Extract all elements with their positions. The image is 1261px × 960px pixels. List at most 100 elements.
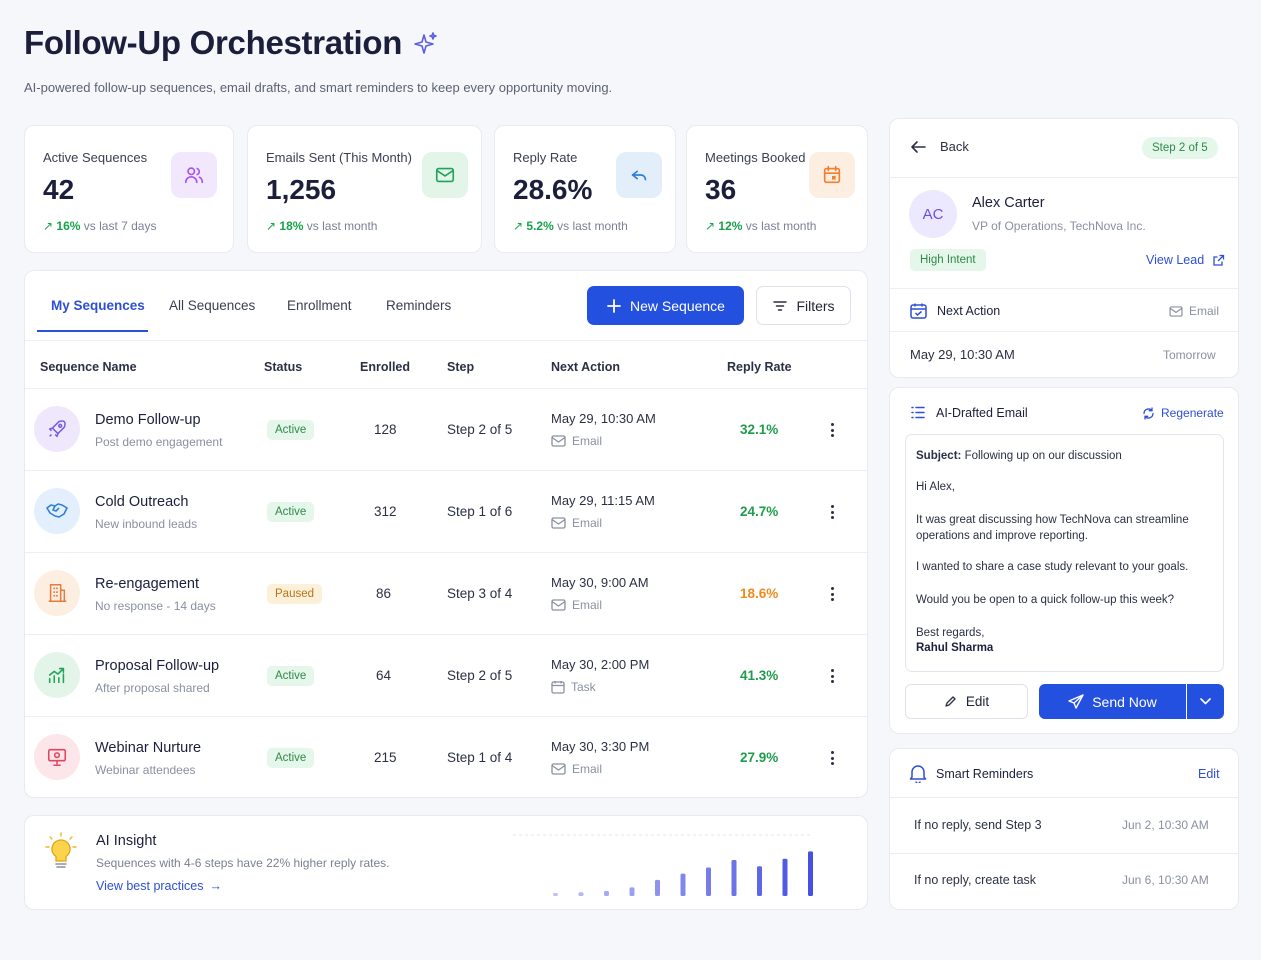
edit-reminders-link[interactable]: Edit bbox=[1198, 767, 1220, 781]
email-paragraph: It was great discussing how TechNova can… bbox=[916, 514, 1189, 542]
sequence-description: New inbound leads bbox=[95, 517, 198, 531]
reply-icon bbox=[616, 152, 662, 198]
insight-bar bbox=[731, 860, 737, 896]
send-now-button[interactable]: Send Now bbox=[1039, 684, 1186, 719]
insight-bar bbox=[578, 892, 584, 896]
reminder-date: Jun 2, 10:30 AM bbox=[1122, 818, 1209, 832]
mail-icon bbox=[551, 435, 566, 447]
column-header-enrolled[interactable]: Enrolled bbox=[360, 360, 411, 374]
more-options-icon[interactable] bbox=[826, 585, 838, 603]
ai-drafted-email-label: AI-Drafted Email bbox=[936, 406, 1028, 420]
more-options-icon[interactable] bbox=[826, 749, 838, 767]
sequence-description: Webinar attendees bbox=[95, 763, 196, 777]
filters-label: Filters bbox=[796, 297, 835, 314]
arrow-left-icon bbox=[911, 140, 926, 153]
next-action-channel: Email bbox=[1169, 304, 1219, 318]
more-options-icon[interactable] bbox=[826, 667, 838, 685]
insight-bar bbox=[655, 879, 660, 896]
tab-reminders[interactable]: Reminders bbox=[386, 298, 452, 313]
stat-delta: ↗ 5.2% vs last month bbox=[513, 219, 628, 233]
step-text: Step 2 of 5 bbox=[447, 668, 513, 683]
column-header-name[interactable]: Sequence Name bbox=[40, 360, 137, 374]
step-text: Step 3 of 4 bbox=[447, 586, 513, 601]
calendar-icon bbox=[809, 152, 855, 198]
sequence-name[interactable]: Demo Follow-up bbox=[95, 412, 201, 428]
regenerate-button[interactable]: Regenerate bbox=[1142, 406, 1224, 420]
insight-bar bbox=[680, 873, 686, 896]
stat-card-emails-sent: Emails Sent (This Month) 1,256 ↗ 18% vs … bbox=[247, 125, 482, 253]
building-icon bbox=[34, 570, 80, 616]
reminder-date: Jun 6, 10:30 AM bbox=[1122, 873, 1209, 887]
more-options-icon[interactable] bbox=[826, 503, 838, 521]
page-subtitle: AI-powered follow-up sequences, email dr… bbox=[24, 80, 613, 95]
reminder-text[interactable]: If no reply, send Step 3 bbox=[914, 818, 1042, 832]
view-best-practices-link[interactable]: View best practices → bbox=[96, 879, 222, 893]
plus-icon bbox=[607, 298, 621, 313]
sequence-name[interactable]: Re-engagement bbox=[95, 576, 199, 592]
next-action-time: May 29, 10:30 AM bbox=[551, 411, 656, 426]
column-header-reply-rate[interactable]: Reply Rate bbox=[727, 360, 792, 374]
new-sequence-button[interactable]: New Sequence bbox=[587, 286, 744, 325]
calendar-icon bbox=[910, 303, 927, 319]
lead-name: Alex Carter bbox=[972, 195, 1045, 211]
email-subject: Subject: Following up on our discussion bbox=[916, 450, 1122, 462]
step-text: Step 1 of 6 bbox=[447, 504, 513, 519]
insight-text: Sequences with 4-6 steps have 22% higher… bbox=[96, 856, 390, 870]
tab-my-sequences[interactable]: My Sequences bbox=[51, 298, 145, 313]
external-link-icon bbox=[1213, 254, 1225, 266]
send-options-dropdown[interactable] bbox=[1187, 684, 1224, 719]
stat-value: 1,256 bbox=[266, 174, 337, 205]
email-greeting: Hi Alex, bbox=[916, 481, 955, 493]
filters-button[interactable]: Filters bbox=[756, 286, 851, 325]
step-text: Step 2 of 5 bbox=[447, 422, 513, 437]
email-signoff: Best regards, bbox=[916, 627, 985, 639]
stat-label: Emails Sent (This Month) bbox=[266, 150, 412, 165]
divider bbox=[25, 470, 867, 471]
stat-delta: ↗ 12% vs last month bbox=[705, 219, 817, 233]
email-body[interactable]: Subject: Following up on our discussion … bbox=[905, 434, 1224, 672]
next-action-relative: Tomorrow bbox=[1163, 348, 1216, 362]
list-icon bbox=[911, 406, 925, 419]
bell-icon bbox=[909, 765, 927, 783]
avatar: AC bbox=[909, 190, 957, 238]
column-header-status[interactable]: Status bbox=[264, 360, 303, 374]
next-action-channel: Email bbox=[551, 598, 602, 612]
insight-bar bbox=[706, 867, 711, 896]
reply-rate: 32.1% bbox=[740, 422, 779, 437]
stat-label: Reply Rate bbox=[513, 150, 578, 165]
sparkle-icon bbox=[414, 32, 437, 54]
back-button[interactable]: Back bbox=[910, 139, 969, 154]
next-action-time: May 30, 9:00 AM bbox=[551, 575, 649, 590]
arrow-right-icon: → bbox=[209, 879, 222, 893]
sequence-description: No response - 14 days bbox=[95, 599, 216, 613]
stat-label: Active Sequences bbox=[43, 150, 148, 165]
active-tab-indicator bbox=[37, 330, 148, 332]
reminder-text[interactable]: If no reply, create task bbox=[914, 873, 1037, 887]
reply-rate: 18.6% bbox=[740, 586, 779, 601]
email-paragraph: Would you be open to a quick follow-up t… bbox=[916, 594, 1175, 606]
handshake-icon bbox=[34, 488, 80, 534]
column-header-next-action[interactable]: Next Action bbox=[551, 360, 620, 374]
mail-icon bbox=[551, 599, 566, 611]
stat-delta: ↗ 16% vs last 7 days bbox=[43, 219, 157, 233]
column-header-step[interactable]: Step bbox=[447, 360, 475, 374]
edit-button[interactable]: Edit bbox=[905, 684, 1028, 719]
view-lead-link[interactable]: View Lead bbox=[1146, 253, 1225, 267]
status-badge: Active bbox=[267, 502, 315, 522]
more-options-icon[interactable] bbox=[826, 421, 838, 439]
smart-reminders-panel: Smart Reminders Edit If no reply, send S… bbox=[889, 748, 1239, 910]
next-action-time: May 29, 11:15 AM bbox=[551, 493, 655, 508]
send-icon bbox=[1068, 694, 1084, 709]
rocket-icon bbox=[34, 406, 80, 452]
tab-all-sequences[interactable]: All Sequences bbox=[169, 298, 256, 313]
divider bbox=[25, 716, 867, 717]
tab-enrollment[interactable]: Enrollment bbox=[287, 298, 352, 313]
reply-rate: 24.7% bbox=[740, 504, 779, 519]
sequence-name[interactable]: Proposal Follow-up bbox=[95, 658, 220, 674]
presentation-icon bbox=[34, 734, 80, 780]
sequence-description: Post demo engagement bbox=[95, 435, 223, 449]
intent-badge: High Intent bbox=[910, 249, 986, 271]
smart-reminders-label: Smart Reminders bbox=[936, 767, 1034, 781]
sequence-name[interactable]: Webinar Nurture bbox=[95, 740, 202, 756]
sequence-name[interactable]: Cold Outreach bbox=[95, 494, 189, 510]
